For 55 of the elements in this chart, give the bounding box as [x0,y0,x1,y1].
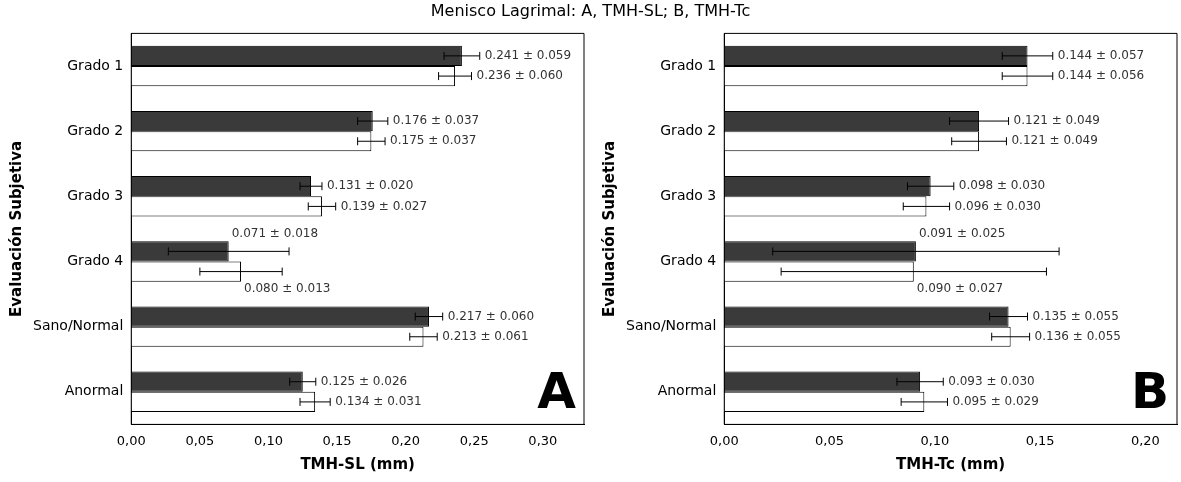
y-axis-title: Evaluación Subjetiva [6,140,25,317]
data-label: 0.135 ± 0.055 [1032,308,1119,323]
data-label: 0.095 ± 0.029 [952,394,1039,409]
data-label: 0.217 ± 0.060 [447,308,535,323]
y-tick-label: Grado 3 [660,186,717,203]
data-label: 0.213 ± 0.061 [442,328,529,343]
data-label: 0.090 ± 0.027 [916,280,1004,295]
chart-title: Menisco Lagrimal: A, TMH-SL; B, TMH-Tc [430,1,751,20]
data-label: 0.144 ± 0.057 [1057,48,1145,63]
x-axis-title: TMH-Tc (mm) [896,454,1006,473]
y-axis-title: Evaluación Subjetiva [599,140,618,317]
y-tick-label: Sano/Normal [625,317,717,334]
data-label: 0.121 ± 0.049 [1013,113,1100,128]
x-tick-label: 0,15 [1025,432,1055,448]
y-tick-label: Anormal [64,382,124,399]
x-tick-label: 0,00 [116,432,146,448]
x-tick-label: 0,05 [185,432,215,448]
data-label: 0.091 ± 0.025 [918,226,1006,241]
data-label: 0.241 ± 0.059 [484,48,572,63]
x-tick-label: 0,05 [815,432,845,448]
y-tick-label: Grado 1 [67,56,124,73]
x-tick-label: 0,10 [920,432,950,448]
data-label: 0.125 ± 0.026 [320,373,408,388]
x-tick-label: 0,00 [709,432,739,448]
data-label: 0.093 ± 0.030 [948,373,1035,388]
x-tick-label: 0,15 [322,432,352,448]
data-label: 0.131 ± 0.020 [326,178,414,193]
x-tick-label: 0,25 [459,432,489,448]
x-tick-label: 0,10 [253,432,283,448]
data-label: 0.121 ± 0.049 [1011,133,1098,148]
annotation: B [1130,362,1169,421]
data-label: 0.098 ± 0.030 [958,178,1046,193]
data-label: 0.236 ± 0.060 [476,68,563,83]
y-tick-label: Sano/Normal [32,317,124,334]
data-label: 0.139 ± 0.027 [340,198,428,213]
data-label: 0.175 ± 0.037 [390,133,477,148]
data-label: 0.096 ± 0.030 [954,198,1041,213]
data-label: 0.080 ± 0.013 [244,280,331,295]
x-tick-label: 0,30 [528,432,558,448]
data-label: 0.134 ± 0.031 [335,394,422,409]
y-tick-label: Grado 4 [67,252,124,269]
y-tick-label: Grado 4 [660,252,717,269]
data-label: 0.071 ± 0.018 [231,226,319,241]
x-tick-label: 0,20 [1130,432,1160,448]
data-label: 0.144 ± 0.056 [1057,68,1145,83]
data-label: 0.176 ± 0.037 [392,113,480,128]
x-tick-label: 0,20 [391,432,421,448]
x-axis-title: TMH-SL (mm) [300,454,415,473]
annotation: A [537,362,577,421]
y-tick-label: Anormal [657,382,717,399]
data-label: 0.136 ± 0.055 [1034,328,1121,343]
y-tick-label: Grado 1 [660,56,717,73]
y-tick-label: Grado 2 [67,121,124,138]
y-tick-label: Grado 3 [67,186,124,203]
y-tick-label: Grado 2 [660,121,717,138]
